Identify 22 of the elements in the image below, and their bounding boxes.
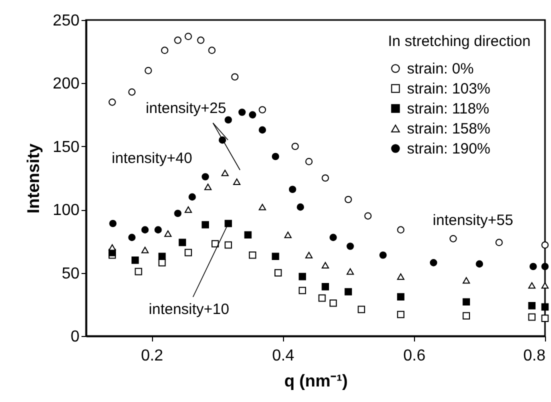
x-tick-label: 0.8 (523, 348, 546, 364)
annotation: intensity+25 (146, 100, 226, 117)
x-tick-label: 0.4 (272, 348, 294, 364)
annotation: intensity+10 (148, 301, 230, 318)
y-axis-title: Intensity (24, 143, 43, 214)
annotation: intensity+40 (112, 150, 192, 167)
y-tick-label: 250 (52, 12, 80, 30)
y-tick-label: 50 (62, 265, 80, 282)
annotation: intensity+55 (432, 212, 514, 229)
x-tick-label: 0.2 (140, 348, 164, 364)
legend-label: strain: 118% (407, 100, 490, 118)
legend-label: strain: 190% (407, 140, 490, 158)
x-tick-label: 0.6 (403, 348, 426, 364)
legend-label: strain: 103% (407, 80, 490, 98)
legend-label: strain: 0% (407, 60, 474, 78)
legend-title: In stretching direction (388, 33, 531, 50)
y-tick-label: 0 (70, 328, 80, 346)
x-axis-title: q (nm⁻¹) (284, 372, 348, 390)
y-tick-label: 200 (52, 76, 80, 93)
legend-label: strain: 158% (407, 120, 490, 138)
y-tick-label: 100 (52, 202, 80, 220)
y-tick-label: 150 (52, 138, 80, 156)
